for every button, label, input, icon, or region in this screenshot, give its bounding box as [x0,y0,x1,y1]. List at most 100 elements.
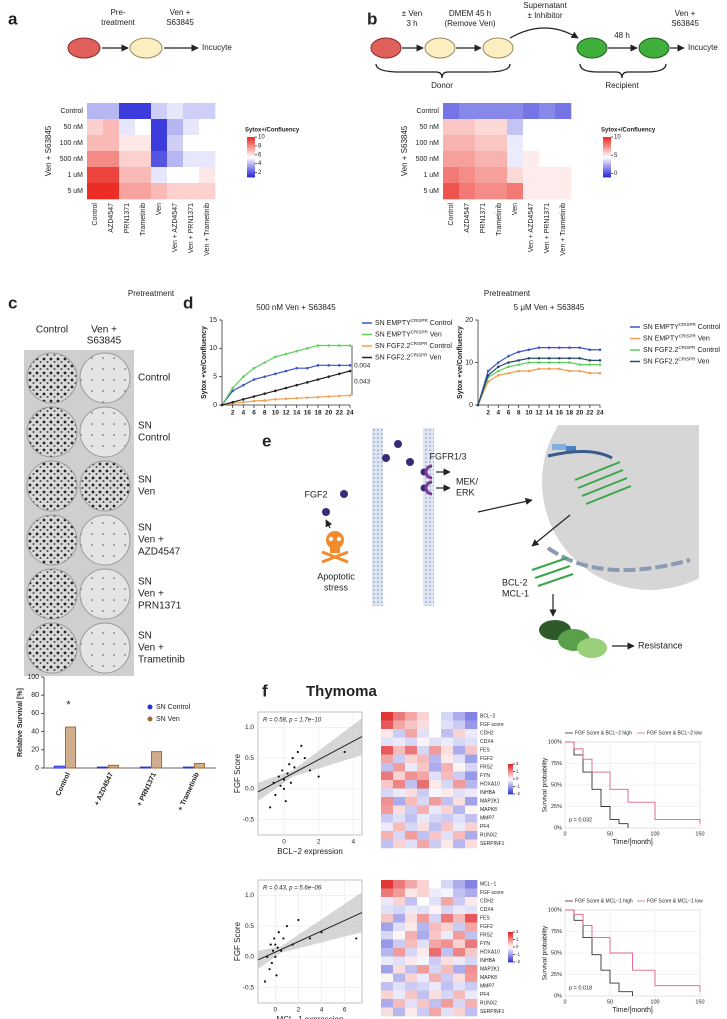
dish-diagram [370,27,685,79]
point [277,775,280,778]
heatmap-cell [199,103,216,120]
legend-label-part: Ven [428,331,442,338]
legend-label-part: Control [696,324,721,331]
step-label: DMEM 45 h [449,9,491,18]
row-label: FRS2 [480,765,493,771]
point [327,344,330,347]
heatmap-cell [381,729,394,738]
colorbar-tick-label: -2 [516,791,520,796]
colorbar-segment [508,788,513,790]
heatmap-cell [465,839,478,849]
x-tick-label: 150 [695,831,704,837]
y-tick-label: 10 [465,359,473,366]
step-label: 48 h [614,31,630,40]
row-label: FES [480,916,490,922]
heatmap-cell [465,763,478,772]
heatmap-cell [429,914,442,923]
heatmap-cell [417,1007,430,1017]
colorbar-segment [603,161,611,163]
point [343,750,346,754]
colorbar-segment [247,173,255,175]
step-label: S63845 [671,19,699,28]
point [497,369,500,373]
survival-curve [565,909,701,992]
colorbar-segment [508,948,513,950]
colorbar-segment [508,774,513,776]
colorbar-title: Sytox+/Confluency [245,128,300,134]
heatmap-cell [441,831,454,840]
y-axis-label: Sytox +ve/Confluency [457,326,464,399]
step-label: ± Ven [402,9,422,18]
row-label: HOXA10 [480,950,500,956]
heatmap-cell [453,965,466,974]
row-label: SN [138,523,152,534]
colorbar-segment [508,956,513,958]
heatmap-cell [555,167,572,184]
heatmap-cell [429,931,442,940]
heatmap-cell [393,788,406,798]
point [308,769,312,772]
x-tick-label: 4 [352,839,356,846]
x-tick-label: 22 [336,410,344,417]
heatmap-cell [199,135,216,152]
heatmap-cell [429,737,442,747]
x-tick-label: 18 [566,410,574,417]
x-axis-label: Time/[month] [612,1007,653,1014]
heatmap-cell [475,103,492,120]
heatmap-cell [465,956,478,966]
col-label: Trametinib [496,203,503,236]
legend-label-part: Ven [695,358,709,365]
colorbar-segment [247,167,255,170]
point [348,394,352,397]
heatmap-cell [453,729,466,738]
heatmap-cell [381,880,394,889]
point [284,386,288,390]
point [282,778,286,781]
heatmap-cell [453,814,466,823]
row-label: Trametinib [138,655,185,666]
legend-label: SN EMPTYCRISPR Ven [375,329,442,338]
row-label: SN [138,475,152,486]
point [547,356,551,360]
heatmap-cell [151,135,168,152]
heatmap-cell [405,746,418,755]
row-label: INHBA [480,958,496,964]
point [507,361,510,364]
heatmap-cell [199,183,216,200]
point [291,943,294,946]
point [271,949,275,952]
x-tick-label: 10 [525,410,533,417]
heatmap-cell [539,119,556,136]
row-label: FYN [480,941,490,947]
heatmap-cell [417,948,430,957]
point [476,403,480,407]
row-label: FGF score [480,722,504,728]
heatmap-cell [417,771,430,781]
heatmap-cell [459,183,476,200]
row-label: AZD4547 [138,547,181,558]
y-tick-label: 100% [548,739,562,745]
point [568,356,571,360]
point [527,348,531,352]
heatmap-cell [441,990,454,1000]
x-axis-label: Time/[month] [612,839,653,846]
col-label: Trametinib [140,203,147,236]
heatmap-cell [523,151,540,168]
heatmap-cell [491,151,508,168]
point [517,369,520,373]
heatmap-cell [405,712,418,721]
point [507,354,510,358]
point [242,400,245,404]
heatmap-cell [443,151,460,168]
heatmap-cell [405,737,418,747]
point [517,363,520,366]
point [306,396,309,399]
heatmap-cell [393,814,406,823]
colorbar-tick-label: 2 [516,929,519,934]
heatmap-cell [465,880,478,889]
heatmap-cell [453,931,466,940]
col-label: Ven [512,203,519,215]
heatmap-cell [491,167,508,184]
colorbar-tick-label: 1 [516,769,519,774]
heatmap-cell [465,831,478,840]
